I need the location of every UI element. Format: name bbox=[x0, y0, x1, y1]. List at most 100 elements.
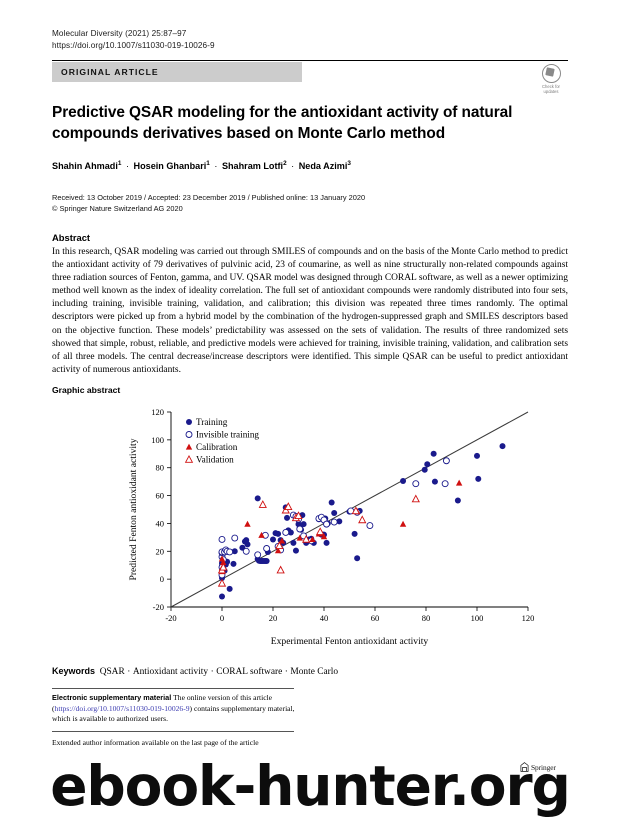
data-point bbox=[296, 525, 304, 533]
x-axis-tick-label: 60 bbox=[371, 613, 380, 623]
y-axis-tick-label: -20 bbox=[153, 602, 164, 612]
data-point bbox=[185, 443, 193, 450]
author-affiliation-marker: 1 bbox=[117, 160, 122, 167]
author-list: Shahin Ahmadi1 · Hosein Ghanbari1 · Shah… bbox=[52, 160, 552, 171]
data-point bbox=[226, 585, 233, 592]
x-axis-tick-label: 120 bbox=[522, 613, 535, 623]
legend-entry: Calibration bbox=[185, 442, 238, 452]
data-point bbox=[354, 555, 361, 562]
keyword-separator: · bbox=[127, 667, 131, 677]
keywords-label: Keywords bbox=[52, 666, 96, 676]
data-point bbox=[320, 533, 328, 540]
legend-entry: Training bbox=[186, 417, 228, 427]
keyword-item[interactable]: Antioxidant activity bbox=[132, 667, 209, 677]
article-type-badge: ORIGINAL ARTICLE bbox=[52, 62, 302, 82]
data-point bbox=[284, 514, 291, 521]
check-for-updates-badge[interactable]: Check for updates bbox=[536, 63, 566, 95]
author-separator: · bbox=[288, 161, 297, 172]
y-axis-title: Predicted Fenton antioxidant activity bbox=[128, 438, 139, 580]
author-name: Shahram Lotfi bbox=[221, 161, 284, 172]
data-point bbox=[218, 535, 226, 543]
journal-doi[interactable]: https://doi.org/10.1007/s11030-019-10026… bbox=[52, 40, 215, 50]
data-point bbox=[270, 536, 276, 543]
y-axis-tick-label: 120 bbox=[151, 407, 164, 417]
data-point bbox=[309, 536, 316, 543]
x-axis-tick-label: 0 bbox=[220, 613, 224, 623]
scatter-plot-svg: -20 0 20 40 60 80 100 120 -20 0 20 40 60 80 100 120 Expe… bbox=[128, 407, 535, 647]
data-point bbox=[430, 450, 437, 457]
data-point bbox=[358, 515, 367, 524]
data-point bbox=[282, 529, 290, 536]
keyword-separator: · bbox=[284, 667, 288, 677]
data-point bbox=[499, 443, 506, 450]
legend-label: Calibration bbox=[196, 442, 238, 452]
data-point bbox=[475, 475, 482, 482]
x-axis-tick-label: 40 bbox=[320, 613, 329, 623]
data-point bbox=[217, 578, 227, 587]
author-affiliation-marker: 1 bbox=[206, 160, 210, 167]
author-name: Shahin Ahmadi bbox=[52, 161, 118, 172]
data-point bbox=[323, 520, 331, 528]
legend-label: Validation bbox=[196, 455, 234, 465]
data-point bbox=[226, 548, 234, 556]
data-point bbox=[185, 431, 193, 438]
data-point bbox=[231, 548, 238, 555]
series-validation bbox=[217, 494, 420, 587]
data-point bbox=[276, 565, 285, 574]
data-point bbox=[421, 466, 428, 473]
data-point bbox=[275, 530, 282, 537]
esm-text-after-link: ) contains supplementary material, which… bbox=[52, 703, 295, 724]
author-affiliation-marker: 3 bbox=[347, 160, 351, 167]
data-point bbox=[258, 531, 265, 538]
data-point bbox=[263, 558, 270, 565]
y-axis-tick-label: 40 bbox=[156, 518, 165, 528]
data-point bbox=[254, 495, 261, 502]
keyword-item[interactable]: QSAR bbox=[99, 667, 125, 677]
data-point bbox=[431, 478, 438, 485]
data-point bbox=[263, 545, 271, 552]
springer-logo: Springer bbox=[520, 762, 556, 772]
data-point bbox=[351, 506, 361, 515]
keyword-item[interactable]: CORAL software bbox=[216, 667, 283, 677]
data-point bbox=[258, 500, 267, 508]
data-point bbox=[244, 520, 251, 527]
footnote-divider-top bbox=[52, 688, 294, 689]
data-point bbox=[290, 539, 297, 546]
springer-wordmark: Springer bbox=[531, 762, 556, 772]
x-axis-tick-label: 100 bbox=[471, 613, 484, 623]
data-point bbox=[323, 539, 330, 546]
data-point bbox=[278, 537, 286, 544]
data-point bbox=[331, 509, 338, 516]
crossmark-label-line2: updates bbox=[543, 89, 559, 94]
data-point bbox=[219, 562, 228, 571]
x-axis-tick-label: -20 bbox=[165, 613, 176, 623]
data-point bbox=[292, 547, 299, 554]
esm-label: Electronic supplementary material bbox=[52, 693, 172, 702]
data-point bbox=[284, 502, 293, 510]
header-divider bbox=[52, 60, 568, 62]
data-point bbox=[424, 461, 431, 468]
data-point bbox=[454, 497, 461, 504]
y-axis-tick-label: 20 bbox=[156, 546, 165, 556]
legend-label: Training bbox=[196, 417, 228, 427]
article-type-label: ORIGINAL ARTICLE bbox=[61, 67, 159, 77]
copyright-line: © Springer Nature Switzerland AG 2020 bbox=[52, 203, 183, 213]
x-axis-tick-label: 20 bbox=[269, 613, 278, 623]
esm-doi-link[interactable]: https://doi.org/10.1007/s11030-019-10026… bbox=[54, 703, 190, 713]
data-point bbox=[366, 522, 374, 529]
author-name: Hosein Ghanbari bbox=[133, 161, 207, 172]
data-point bbox=[400, 477, 407, 484]
author-name: Neda Azimi bbox=[298, 161, 348, 172]
data-point bbox=[474, 452, 480, 459]
publication-history: Received: 13 October 2019 / Accepted: 23… bbox=[52, 193, 365, 214]
data-point bbox=[230, 560, 237, 567]
legend-label: Invisible training bbox=[196, 430, 259, 440]
keyword-item[interactable]: Monte Carlo bbox=[290, 667, 339, 677]
y-axis-tick-label: 100 bbox=[151, 435, 164, 445]
data-point bbox=[274, 547, 282, 554]
keywords-block: Keywords QSAR · Antioxidant activity · CORAL… bbox=[52, 666, 568, 677]
data-point bbox=[287, 529, 294, 536]
data-point bbox=[302, 534, 311, 543]
data-point bbox=[442, 457, 450, 465]
